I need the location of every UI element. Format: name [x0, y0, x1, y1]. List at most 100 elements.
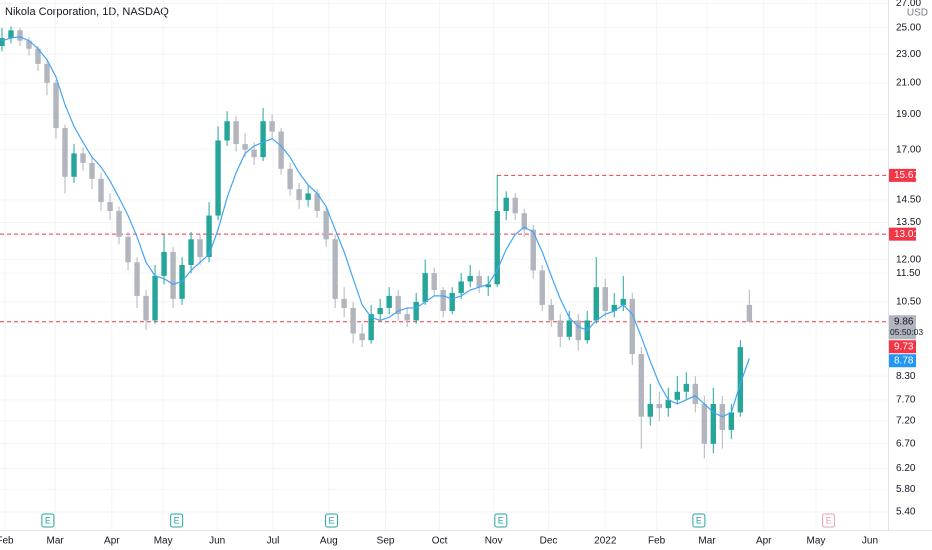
candle-body: [377, 307, 383, 315]
candle-body: [251, 149, 257, 158]
candle-body: [260, 121, 266, 158]
x-tick-label: Apr: [104, 536, 120, 547]
candle-body: [242, 144, 248, 150]
candle-body: [386, 295, 392, 308]
price-label-bg: [889, 227, 916, 241]
candle-body: [359, 333, 365, 341]
y-tick-label: 23.00: [896, 49, 921, 60]
earnings-letter: E: [329, 515, 335, 525]
x-tick-label: May: [154, 536, 173, 547]
candle-body: [620, 298, 626, 305]
earnings-icon: [494, 513, 508, 528]
x-tick-label: Feb: [648, 536, 666, 547]
y-tick-label: 7.70: [896, 394, 916, 405]
candle-body: [746, 304, 753, 322]
candle-body: [530, 229, 536, 271]
candle-body: [224, 121, 230, 141]
chart-title: Nikola Corporation, 1D, NASDAQ: [5, 6, 169, 18]
earnings-icon: [692, 513, 706, 528]
candle-body: [485, 284, 491, 288]
price-label: 13.01: [894, 229, 919, 240]
x-tick-label: Aug: [320, 536, 338, 547]
candle-body: [539, 270, 545, 305]
countdown: 05:50:03: [890, 327, 923, 337]
candle-body: [287, 168, 293, 190]
candle-body: [188, 239, 194, 265]
price-label-bg: [889, 340, 916, 354]
y-tick-label: 11.50: [896, 268, 921, 279]
candle-body: [71, 153, 77, 177]
candle-body: [449, 292, 455, 312]
candle-body: [170, 251, 176, 299]
x-tick-label: Jul: [267, 536, 280, 547]
candle-body: [8, 30, 14, 39]
candle-body: [692, 383, 699, 404]
y-tick-label: 21.00: [896, 78, 921, 89]
candle-body: [413, 301, 419, 321]
candle-body: [521, 213, 527, 230]
candle-body: [638, 354, 644, 417]
earnings-letter: E: [696, 515, 702, 525]
candle-body: [206, 215, 212, 258]
price-label-bg: [889, 315, 916, 340]
x-tick-label: Jun: [862, 536, 878, 547]
candle-body: [44, 63, 50, 83]
candle-body: [683, 383, 690, 392]
candle-body: [35, 48, 41, 64]
candle-body: [674, 391, 681, 400]
earnings-icon: [170, 513, 184, 528]
candle-body: [62, 128, 68, 177]
candle-body: [323, 210, 329, 240]
candle-body: [548, 304, 554, 321]
candle-body: [476, 275, 482, 288]
candle-body: [701, 403, 708, 444]
candle-body: [368, 314, 374, 341]
candle-body: [467, 275, 473, 282]
candle-body: [566, 320, 572, 337]
candle-body: [503, 197, 509, 211]
candle-body: [611, 304, 617, 312]
x-tick-label: 2022: [594, 536, 617, 547]
candle-body: [710, 403, 717, 444]
earnings-letter: E: [826, 515, 832, 525]
candle-body: [728, 412, 735, 430]
candle-body: [314, 193, 320, 211]
candle-body: [737, 347, 744, 413]
y-tick-label: 5.80: [896, 484, 916, 495]
candle-body: [665, 399, 671, 409]
x-tick-label: Oct: [432, 536, 448, 547]
y-tick-label: 6.70: [896, 438, 916, 449]
y-tick-label: 19.00: [896, 109, 921, 120]
candle-body: [197, 239, 203, 258]
candle-body: [575, 320, 581, 341]
x-tick-label: Jun: [209, 536, 225, 547]
x-tick-label: Mar: [46, 536, 64, 547]
y-tick-label: 10.50: [896, 297, 921, 308]
candle-body: [80, 153, 86, 163]
candle-body: [458, 281, 464, 293]
candle-body: [431, 273, 437, 291]
candle-body: [143, 295, 149, 321]
price-label: 8.78: [894, 355, 914, 366]
x-tick-label: Nov: [485, 536, 503, 547]
y-tick-label: 6.20: [896, 463, 916, 474]
y-tick-label: 12.00: [896, 254, 921, 265]
candle-body: [233, 121, 239, 145]
y-tick-label: 25.00: [896, 22, 921, 33]
candle-body: [656, 403, 662, 409]
candle-body: [422, 273, 428, 302]
candle-body: [440, 290, 446, 312]
candle-body: [116, 210, 122, 237]
candle-body: [0, 38, 5, 47]
candle-body: [332, 239, 338, 299]
candle-body: [296, 189, 302, 200]
candle-body: [107, 202, 113, 211]
candle-body: [602, 287, 608, 312]
candle-body: [26, 40, 32, 49]
candle-body: [278, 131, 284, 169]
candle-body: [557, 320, 563, 337]
candle-body: [98, 178, 104, 203]
candle-body: [494, 210, 500, 285]
candle-body: [269, 121, 275, 132]
